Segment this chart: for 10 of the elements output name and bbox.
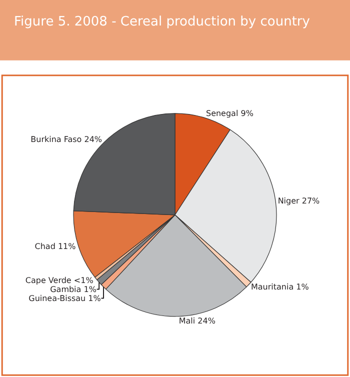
slice-label: Mali 24% [178, 316, 216, 326]
slice-label: Niger 27% [278, 196, 320, 206]
slice-label: Cape Verde <1% [25, 276, 94, 285]
slice-label: Senegal 9% [206, 108, 254, 118]
slice-label: Guinea-Bissau 1% [28, 294, 102, 303]
chart-title: Figure 5. 2008 - Cereal production by country [14, 14, 310, 30]
slice-label: Chad 11% [34, 242, 76, 251]
slice-label: Mauritania 1% [250, 282, 310, 292]
slice-label: Burkina Faso 24% [30, 134, 102, 144]
slice-label: Gambia 1% [50, 284, 97, 294]
